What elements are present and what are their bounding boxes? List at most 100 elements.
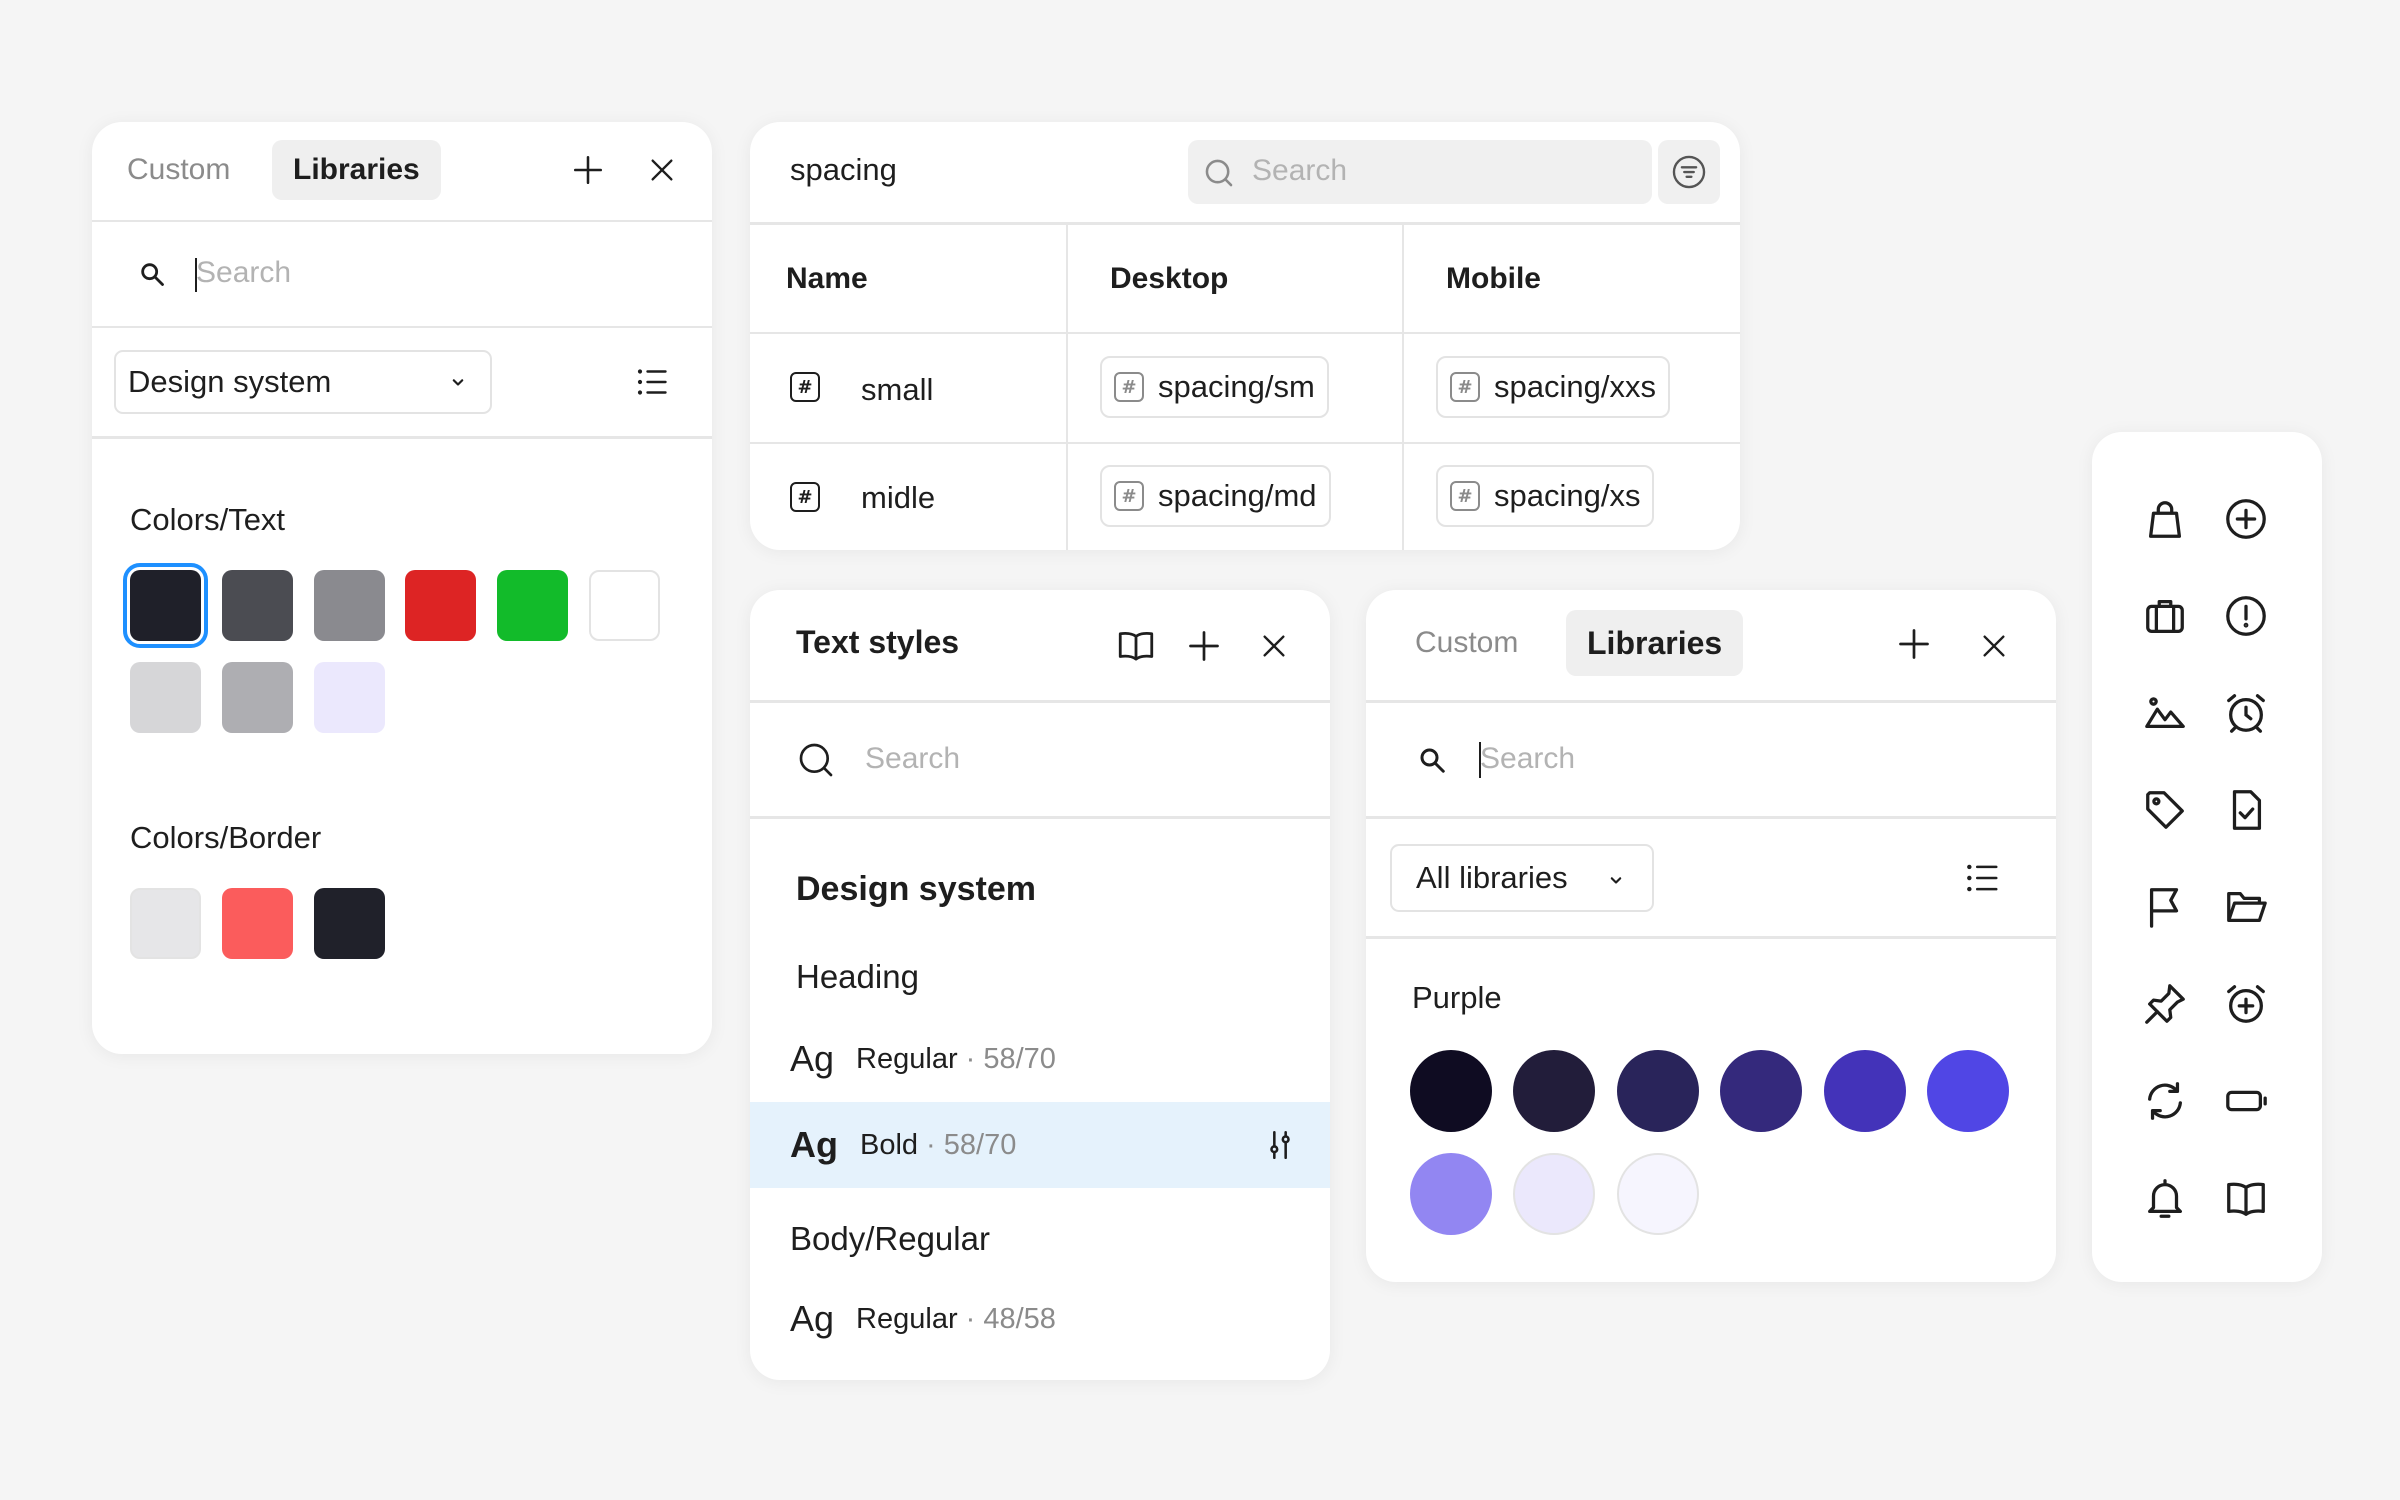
color-swatch[interactable] [130, 888, 201, 959]
tab-custom[interactable]: Custom [127, 153, 231, 186]
tab-libraries[interactable]: Libraries [272, 140, 441, 200]
style-size: · 58/70 [965, 1042, 1056, 1075]
list-view-icon[interactable] [1962, 858, 2002, 898]
add-icon[interactable] [1184, 626, 1224, 666]
search-icon [1202, 156, 1236, 190]
tag-icon[interactable] [2142, 787, 2188, 833]
refresh-icon[interactable] [2142, 1078, 2188, 1124]
type-sample: Ag [790, 1298, 835, 1339]
color-swatch[interactable] [1720, 1050, 1802, 1132]
colors-library-panel: Custom Libraries Search Design system Co… [92, 122, 712, 1054]
column-divider [1402, 224, 1404, 550]
text-style-row[interactable]: Ag Regular · 58/70 [750, 1016, 1330, 1102]
flag-icon[interactable] [2142, 884, 2188, 930]
color-swatch[interactable] [1824, 1050, 1906, 1132]
type-sample: Ag [790, 1038, 835, 1079]
folder-open-icon[interactable] [2223, 884, 2269, 930]
style-size: · 58/70 [926, 1128, 1017, 1161]
variable-name[interactable]: midle [861, 480, 936, 515]
color-swatch[interactable] [123, 563, 208, 648]
close-icon[interactable] [1254, 626, 1294, 666]
battery-icon[interactable] [2223, 1078, 2269, 1124]
column-header-desktop: Desktop [1110, 262, 1229, 295]
color-swatch[interactable] [314, 570, 385, 641]
color-swatch[interactable] [314, 888, 385, 959]
tab-custom[interactable]: Custom [1415, 626, 1519, 659]
landscape-icon[interactable] [2142, 690, 2188, 736]
close-icon[interactable] [1974, 626, 2014, 666]
number-variable-icon: # [790, 482, 820, 512]
search-icon [1414, 742, 1450, 778]
alert-circle-icon[interactable] [2223, 593, 2269, 639]
color-swatch[interactable] [1513, 1050, 1595, 1132]
style-subgroup-title: Heading [796, 958, 919, 995]
number-variable-icon: # [1114, 372, 1144, 402]
text-style-row[interactable]: Ag Bold · 58/70 [750, 1102, 1330, 1188]
filter-icon [1670, 153, 1708, 191]
filter-button[interactable] [1658, 140, 1720, 204]
color-swatch[interactable] [222, 888, 293, 959]
column-header-mobile: Mobile [1446, 262, 1541, 295]
search-input[interactable]: Search [196, 256, 292, 289]
color-swatch[interactable] [1410, 1050, 1492, 1132]
dropdown-label: All libraries [1416, 860, 1568, 895]
alarm-clock-icon[interactable] [2223, 690, 2269, 736]
color-swatch[interactable] [1617, 1153, 1699, 1235]
alias-chip[interactable]: # spacing/md [1100, 465, 1331, 527]
color-swatch[interactable] [1927, 1050, 2009, 1132]
color-swatch[interactable] [1513, 1153, 1595, 1235]
color-swatch[interactable] [497, 570, 568, 641]
icon-grid-panel [2092, 432, 2322, 1282]
list-view-icon[interactable] [632, 362, 672, 402]
divider [92, 436, 712, 439]
color-swatch[interactable] [589, 570, 660, 641]
pin-icon[interactable] [2142, 981, 2188, 1027]
divider [92, 326, 712, 328]
color-swatch[interactable] [130, 662, 201, 733]
alias-chip[interactable]: # spacing/xs [1436, 465, 1655, 527]
search-input[interactable]: Search [865, 742, 961, 775]
edit-style-icon[interactable] [1260, 1125, 1300, 1165]
search-input[interactable]: Search [1480, 742, 1576, 775]
style-name: Regular [856, 1302, 958, 1335]
style-size: · 48/58 [965, 1302, 1056, 1335]
library-dropdown[interactable]: Design system [114, 350, 492, 414]
divider [750, 442, 1740, 444]
add-icon[interactable] [1894, 624, 1934, 664]
briefcase-icon[interactable] [2142, 593, 2188, 639]
color-swatch[interactable] [314, 662, 385, 733]
text-styles-panel: Text styles Search Design system Heading… [750, 590, 1330, 1380]
style-subgroup-title: Body/Regular [790, 1220, 990, 1257]
libraries-panel: Custom Libraries Search All libraries Pu… [1366, 590, 2056, 1282]
bag-icon[interactable] [2142, 496, 2188, 542]
style-name: Bold [860, 1128, 919, 1161]
text-style-row[interactable]: Ag Regular · 48/58 [750, 1276, 1330, 1362]
section-title-purple: Purple [1412, 980, 1502, 1015]
close-icon[interactable] [642, 150, 682, 190]
divider [750, 332, 1740, 334]
add-circle-icon[interactable] [2223, 496, 2269, 542]
alarm-plus-icon[interactable] [2223, 981, 2269, 1027]
add-icon[interactable] [568, 150, 608, 190]
column-header-name: Name [786, 262, 868, 295]
color-swatch[interactable] [222, 570, 293, 641]
tab-libraries[interactable]: Libraries [1566, 610, 1744, 676]
book-icon[interactable] [1114, 624, 1158, 668]
color-swatch[interactable] [1410, 1153, 1492, 1235]
text-caret [195, 258, 197, 292]
book-icon[interactable] [2223, 1175, 2269, 1221]
alias-chip[interactable]: # spacing/xxs [1436, 356, 1670, 418]
divider [1366, 700, 2056, 703]
alias-chip[interactable]: # spacing/sm [1100, 356, 1329, 418]
color-swatch[interactable] [405, 570, 476, 641]
color-swatch[interactable] [222, 662, 293, 733]
file-check-icon[interactable] [2223, 787, 2269, 833]
divider [750, 816, 1330, 819]
library-dropdown[interactable]: All libraries [1390, 844, 1654, 912]
search-input[interactable]: Search [1252, 154, 1348, 187]
divider [92, 220, 712, 222]
color-swatch[interactable] [1617, 1050, 1699, 1132]
bell-icon[interactable] [2142, 1175, 2188, 1221]
variable-name[interactable]: small [861, 372, 934, 407]
search-field[interactable]: Search [1188, 140, 1652, 204]
